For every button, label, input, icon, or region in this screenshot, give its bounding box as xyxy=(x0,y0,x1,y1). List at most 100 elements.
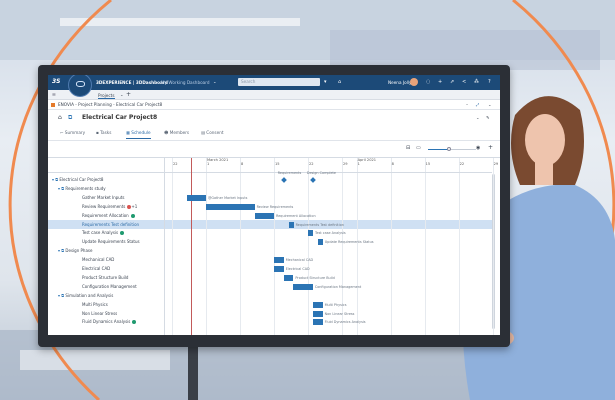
tab-consent[interactable]: ▤ Consent xyxy=(201,130,224,135)
task-bar[interactable] xyxy=(274,266,284,272)
task-row[interactable]: Fluid Dynamics Analysis xyxy=(82,318,137,326)
task-row[interactable]: Test case Analysis xyxy=(82,229,125,237)
edit-icon[interactable]: ✎ xyxy=(486,115,490,120)
task-bar[interactable] xyxy=(274,257,284,264)
avatar[interactable] xyxy=(410,78,418,86)
tag-icon[interactable]: ⌂ xyxy=(338,79,342,85)
task-row[interactable]: ▾ ⧉ Design Phase xyxy=(58,247,92,255)
home-icon[interactable]: ⌂ xyxy=(58,114,62,121)
task-bar[interactable] xyxy=(317,239,323,246)
top-bar: 3S 3DEXPERIENCE | 3DDashboard My Working… xyxy=(48,75,500,97)
tab-label: Tasks xyxy=(100,130,112,135)
add-tab-icon[interactable]: + xyxy=(126,91,132,98)
milestone-diamond-icon[interactable] xyxy=(310,177,316,183)
task-bar[interactable] xyxy=(312,319,323,326)
task-name: Review Requirements xyxy=(82,203,126,209)
gridline xyxy=(342,158,343,335)
tab-summary[interactable]: ⌐ Summary xyxy=(60,130,86,135)
chevron-down-icon[interactable]: ⌄ xyxy=(120,92,124,97)
task-row[interactable]: Update Requirements Status xyxy=(82,238,140,246)
gridline xyxy=(308,158,309,335)
date-tick-label: 8 xyxy=(391,162,394,166)
chevron-down-icon[interactable]: ⌄ xyxy=(488,102,492,107)
search-input[interactable]: Search xyxy=(238,78,320,86)
user-name[interactable]: Neena Jolly xyxy=(388,80,412,85)
task-bar[interactable] xyxy=(312,310,323,317)
selected-row-highlight[interactable] xyxy=(48,220,492,229)
expand-group-icon[interactable]: ▾ ⧉ xyxy=(58,292,66,298)
person-face xyxy=(525,114,565,166)
task-row[interactable]: ▾ ⧉ Electrical Car Project8 xyxy=(52,176,103,184)
task-bar[interactable] xyxy=(206,203,255,210)
month-label: April 2021 xyxy=(357,158,377,162)
date-tick-label: 8 xyxy=(241,162,244,166)
task-bar[interactable] xyxy=(254,212,274,219)
task-tree: ▾ ⧉ Electrical Car Project8 ▾ ⧉ Requireme… xyxy=(48,158,165,335)
task-name: Mechanical CAD xyxy=(82,257,115,263)
task-bar-label: Requirement Allocation xyxy=(276,213,316,218)
task-row[interactable]: Product Structure Build xyxy=(82,274,128,282)
task-row[interactable]: Non Linear Stress xyxy=(82,310,117,318)
task-row[interactable]: Configuration Management xyxy=(82,283,137,291)
task-name: Multi Physics xyxy=(82,301,108,307)
compass-icon[interactable] xyxy=(68,75,92,97)
tab-tasks[interactable]: ▪ Tasks xyxy=(96,130,112,135)
task-bar[interactable] xyxy=(288,221,294,228)
chevron-down-icon[interactable]: ⌄ xyxy=(476,115,480,120)
milestone-diamond-icon[interactable] xyxy=(280,177,287,183)
date-tick-label: 1 xyxy=(357,162,360,166)
task-row[interactable]: Requirement Allocation xyxy=(82,212,135,220)
task-bar-label: @Gather Market Inputs xyxy=(208,195,248,200)
gridline xyxy=(206,158,207,335)
gridline xyxy=(172,158,173,335)
date-tick-label: 22 xyxy=(459,162,465,166)
expand-group-icon[interactable]: ▾ ⧉ xyxy=(52,177,60,182)
milestone-label: Requirements xyxy=(277,171,302,175)
dashboard-selector[interactable]: My Working Dashboard xyxy=(161,80,210,85)
task-row[interactable]: Electrical CAD xyxy=(82,265,110,273)
task-name: Product Structure Build xyxy=(82,274,129,280)
task-bar-label: Multi Physics xyxy=(324,302,347,307)
maximize-icon[interactable]: ⤢ xyxy=(476,102,480,107)
add-icon[interactable]: + xyxy=(488,144,494,151)
share-icon[interactable]: ⇗ xyxy=(450,79,455,85)
task-row[interactable]: Mechanical CAD xyxy=(82,256,114,264)
apps-icon[interactable]: ⁂ xyxy=(474,79,479,85)
zoom-slider[interactable] xyxy=(428,147,476,151)
network-icon[interactable]: < xyxy=(462,79,467,85)
project-icon: ⧉ xyxy=(68,114,73,121)
task-row[interactable]: ▾ ⧉ Requirements study xyxy=(58,185,106,193)
notifications-icon[interactable]: ◌ xyxy=(426,79,431,85)
task-name: Requirement Allocation xyxy=(82,212,129,218)
filter-icon[interactable]: ▾ xyxy=(324,79,327,85)
ceiling-lamp xyxy=(60,18,300,26)
task-bar[interactable] xyxy=(308,230,313,237)
task-bar[interactable] xyxy=(293,283,313,290)
task-row[interactable]: ▾ ⧉ Simulation and Analysis xyxy=(58,292,113,300)
task-row[interactable]: Gather Market Inputs xyxy=(82,194,125,202)
task-row[interactable]: Review Requirements +1 xyxy=(82,203,137,211)
fit-view-icon[interactable]: ⊟ xyxy=(406,145,411,151)
task-bar-label: Review Requirements xyxy=(256,204,294,209)
task-bar[interactable] xyxy=(312,301,323,308)
task-row[interactable]: Multi Physics xyxy=(82,301,108,309)
task-bar[interactable] xyxy=(186,194,206,201)
expand-group-icon[interactable]: ▾ ⧉ xyxy=(58,185,66,191)
tab-members[interactable]: ☻ Members xyxy=(164,130,190,135)
sidebar-toggle-icon[interactable]: ☰ xyxy=(52,92,56,97)
image-icon[interactable]: ▭ xyxy=(416,145,421,151)
chevron-down-icon[interactable]: ⌄ xyxy=(213,79,217,84)
task-name: Electrical Car Project8 xyxy=(59,177,104,182)
status-ok-icon xyxy=(130,213,135,218)
date-tick-label: 29 xyxy=(493,162,499,166)
status-ok-icon xyxy=(120,231,125,236)
add-icon[interactable]: + xyxy=(438,79,443,85)
tab-projects[interactable]: Projects xyxy=(98,93,115,99)
help-icon[interactable]: ? xyxy=(488,79,491,85)
eye-icon[interactable]: ◉ xyxy=(476,145,481,151)
task-bar[interactable] xyxy=(283,274,294,281)
task-row[interactable]: Requirements Test definition xyxy=(82,221,139,229)
minimize-icon[interactable]: – xyxy=(466,102,469,107)
tab-schedule[interactable]: ▦ Schedule xyxy=(126,130,151,139)
expand-group-icon[interactable]: ▾ ⧉ xyxy=(58,248,66,254)
